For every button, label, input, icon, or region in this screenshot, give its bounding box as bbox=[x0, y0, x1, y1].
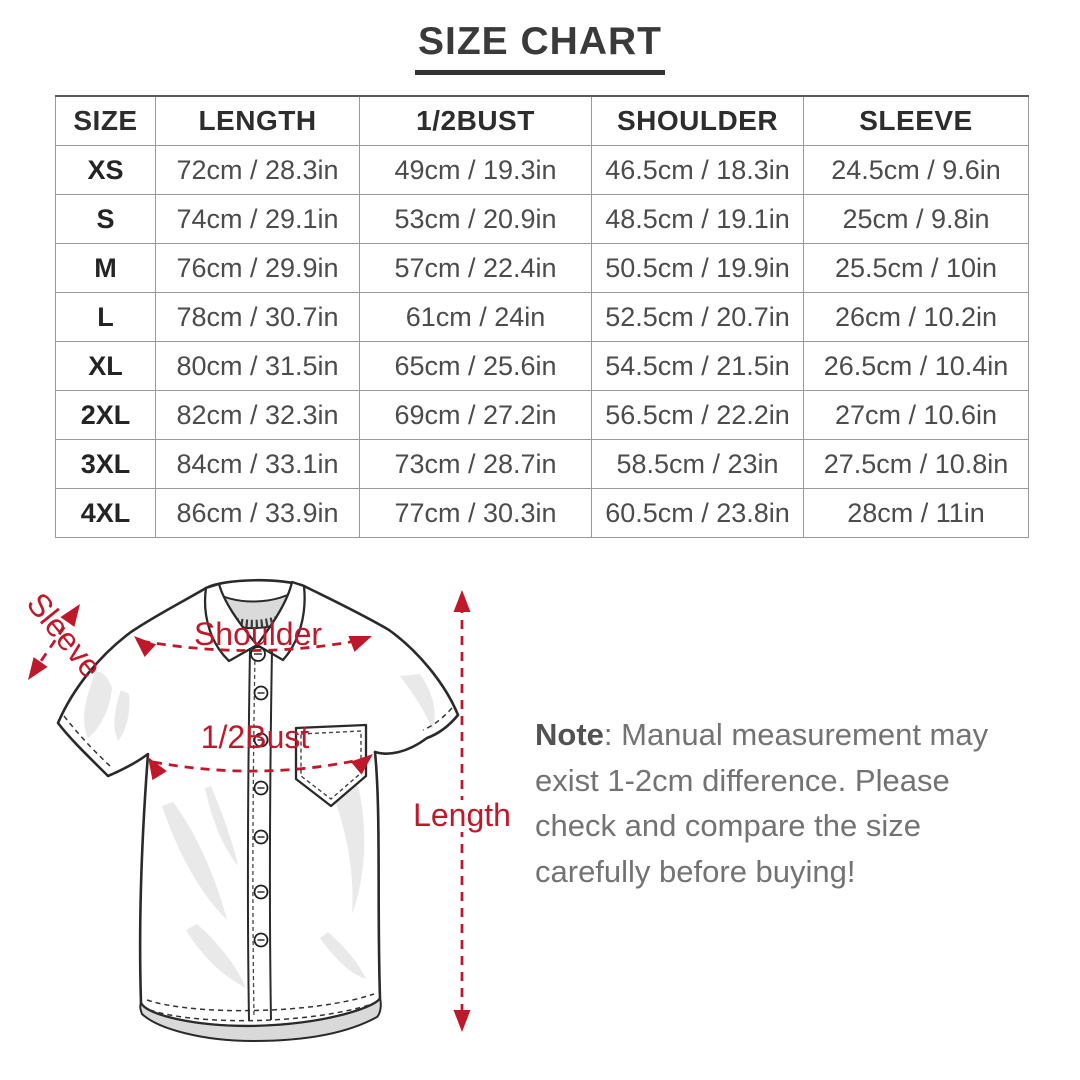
table-row: 3XL 84cm / 33.1in 73cm / 28.7in 58.5cm /… bbox=[55, 439, 1029, 489]
shoulder-label: Shoulder bbox=[194, 616, 322, 652]
length-cell: 78cm / 30.7in bbox=[155, 292, 360, 342]
table-row: S 74cm / 29.1in 53cm / 20.9in 48.5cm / 1… bbox=[55, 194, 1029, 244]
sleeve-cell: 27.5cm / 10.8in bbox=[803, 439, 1029, 489]
note-label: Note bbox=[535, 717, 604, 752]
length-cell: 80cm / 31.5in bbox=[155, 341, 360, 391]
size-table: SIZE LENGTH 1/2BUST SHOULDER SLEEVE XS 7… bbox=[55, 95, 1029, 538]
table-row: 4XL 86cm / 33.9in 77cm / 30.3in 60.5cm /… bbox=[55, 488, 1029, 538]
shoulder-cell: 60.5cm / 23.8in bbox=[591, 488, 804, 538]
size-cell: L bbox=[55, 292, 156, 342]
buttons bbox=[250, 646, 269, 948]
half-bust-label: 1/2Bust bbox=[201, 719, 310, 755]
sleeve-cell: 26.5cm / 10.4in bbox=[803, 341, 1029, 391]
length-cell: 72cm / 28.3in bbox=[155, 145, 360, 195]
table-row: M 76cm / 29.9in 57cm / 22.4in 50.5cm / 1… bbox=[55, 243, 1029, 293]
halfbust-cell: 73cm / 28.7in bbox=[359, 439, 592, 489]
shoulder-cell: 54.5cm / 21.5in bbox=[591, 341, 804, 391]
arrowhead bbox=[148, 757, 167, 781]
length-label-backdrop bbox=[420, 800, 504, 832]
size-cell: XS bbox=[55, 145, 156, 195]
shirt-shading bbox=[84, 671, 435, 988]
length-cell: 76cm / 29.9in bbox=[155, 243, 360, 293]
shoulder-cell: 46.5cm / 18.3in bbox=[591, 145, 804, 195]
page-title: SIZE CHART bbox=[415, 20, 665, 75]
arrowhead bbox=[28, 657, 48, 680]
table-row: XS 72cm / 28.3in 49cm / 19.3in 46.5cm / … bbox=[55, 145, 1029, 195]
size-cell: XL bbox=[55, 341, 156, 391]
title-wrap: SIZE CHART bbox=[0, 20, 1080, 75]
halfbust-cell: 53cm / 20.9in bbox=[359, 194, 592, 244]
shoulder-cell: 56.5cm / 22.2in bbox=[591, 390, 804, 440]
halfbust-cell: 69cm / 27.2in bbox=[359, 390, 592, 440]
sleeve-cell: 25.5cm / 10in bbox=[803, 243, 1029, 293]
shoulder-cell: 52.5cm / 20.7in bbox=[591, 292, 804, 342]
shoulder-cell: 50.5cm / 19.9in bbox=[591, 243, 804, 293]
arrowhead bbox=[453, 1010, 471, 1032]
halfbust-cell: 77cm / 30.3in bbox=[359, 488, 592, 538]
arrowhead bbox=[134, 636, 157, 658]
sleeve-cell: 24.5cm / 9.6in bbox=[803, 145, 1029, 195]
arrowhead bbox=[350, 754, 373, 775]
column-header-length: LENGTH bbox=[155, 95, 360, 146]
shoulder-cell: 58.5cm / 23in bbox=[591, 439, 804, 489]
shirt-illustration bbox=[56, 578, 460, 1043]
size-cell: S bbox=[55, 194, 156, 244]
halfbust-cell: 61cm / 24in bbox=[359, 292, 592, 342]
halfbust-cell: 65cm / 25.6in bbox=[359, 341, 592, 391]
sleeve-cell: 27cm / 10.6in bbox=[803, 390, 1029, 440]
shoulder-cell: 48.5cm / 19.1in bbox=[591, 194, 804, 244]
table-row: L 78cm / 30.7in 61cm / 24in 52.5cm / 20.… bbox=[55, 292, 1029, 342]
table-row: 2XL 82cm / 32.3in 69cm / 27.2in 56.5cm /… bbox=[55, 390, 1029, 440]
column-header-sleeve: SLEEVE bbox=[803, 95, 1029, 146]
column-header-shoulder: SHOULDER bbox=[591, 95, 804, 146]
column-header-size: SIZE bbox=[55, 95, 156, 146]
length-cell: 82cm / 32.3in bbox=[155, 390, 360, 440]
table-header-row: SIZE LENGTH 1/2BUST SHOULDER SLEEVE bbox=[55, 95, 1029, 146]
arrowhead bbox=[348, 635, 372, 652]
size-cell: 4XL bbox=[55, 488, 156, 538]
halfbust-cell: 49cm / 19.3in bbox=[359, 145, 592, 195]
length-cell: 74cm / 29.1in bbox=[155, 194, 360, 244]
size-cell: 3XL bbox=[55, 439, 156, 489]
sleeve-cell: 26cm / 10.2in bbox=[803, 292, 1029, 342]
size-cell: 2XL bbox=[55, 390, 156, 440]
sleeve-cell: 28cm / 11in bbox=[803, 488, 1029, 538]
halfbust-cell: 57cm / 22.4in bbox=[359, 243, 592, 293]
size-cell: M bbox=[55, 243, 156, 293]
arrowhead bbox=[60, 604, 80, 627]
length-label: Length bbox=[413, 797, 511, 833]
length-cell: 86cm / 33.9in bbox=[155, 488, 360, 538]
note-body: : Manual measurement may exist 1-2cm dif… bbox=[535, 717, 989, 889]
column-header-halfbust: 1/2BUST bbox=[359, 95, 592, 146]
shirt-measurement-diagram: Sleeve Shoulder 1/2Bust Length bbox=[20, 578, 511, 1043]
arrowhead bbox=[453, 590, 471, 612]
note-text: Note: Manual measurement may exist 1-2cm… bbox=[535, 712, 1031, 894]
length-cell: 84cm / 33.1in bbox=[155, 439, 360, 489]
sleeve-cell: 25cm / 9.8in bbox=[803, 194, 1029, 244]
shoulder-arrow bbox=[140, 637, 367, 652]
table-row: XL 80cm / 31.5in 65cm / 25.6in 54.5cm / … bbox=[55, 341, 1029, 391]
